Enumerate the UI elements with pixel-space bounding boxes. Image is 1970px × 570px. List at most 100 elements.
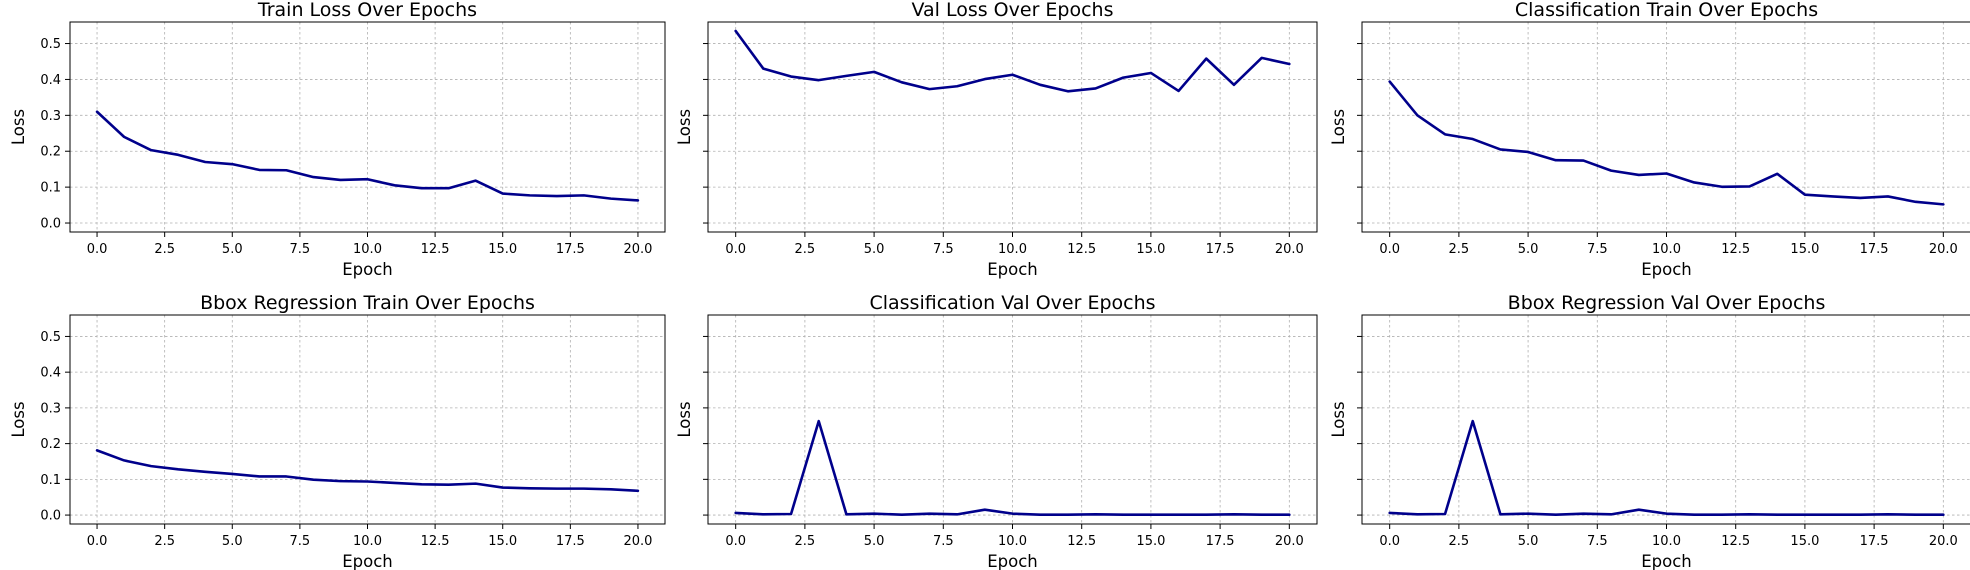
x-tick-label: 5.0 — [864, 242, 885, 257]
chart-title: Bbox Regression Train Over Epochs — [200, 292, 535, 314]
x-tick-label: 15.0 — [1136, 534, 1165, 549]
x-tick-label: 0.0 — [87, 534, 108, 549]
x-tick-label: 20.0 — [623, 242, 652, 257]
y-tick-label: 0.4 — [40, 73, 61, 88]
y-tick-label: 0.2 — [40, 145, 61, 160]
chart-panel-5: 0.0 2.5 5.0 7.5 10.0 12.5 15.0 17.5 20.0 Classifi… — [675, 292, 1318, 570]
x-tick-label: 7.5 — [290, 242, 311, 257]
x-tick-label: 20.0 — [1275, 534, 1304, 549]
x-tick-label: 7.5 — [1587, 242, 1608, 257]
x-tick-label: 12.5 — [421, 242, 450, 257]
chart-panel-3: 0.0 2.5 5.0 7.5 10.0 12.5 15.0 17.5 20.0 Classifi… — [1329, 0, 1970, 279]
x-axis-label: Epoch — [342, 260, 393, 279]
plot-area-frame — [707, 21, 1318, 233]
y-axis-label: Loss — [1329, 109, 1348, 145]
y-tick-label: 0.5 — [40, 37, 61, 52]
x-axis-label: Epoch — [1641, 552, 1692, 570]
plot-area-frame — [1361, 21, 1970, 233]
x-axis-label: Epoch — [987, 552, 1038, 570]
loss-series-line — [1388, 419, 1945, 517]
loss-series-line — [95, 110, 640, 202]
x-tick-label: 2.5 — [154, 242, 175, 257]
chart-title: Bbox Regression Val Over Epochs — [1508, 292, 1826, 314]
x-tick-label: 17.5 — [1860, 242, 1889, 257]
loss-series-line — [1388, 80, 1945, 206]
y-tick-label: 0.1 — [40, 181, 61, 196]
x-tick-label: 5.0 — [864, 534, 885, 549]
x-tick-label: 20.0 — [623, 534, 652, 549]
x-tick-label: 15.0 — [1136, 242, 1165, 257]
x-tick-label: 20.0 — [1275, 242, 1304, 257]
x-tick-label: 0.0 — [1379, 534, 1400, 549]
y-axis-label: Loss — [9, 401, 28, 437]
x-tick-label: 5.0 — [1518, 242, 1539, 257]
chart-panel-4: 0.0 2.5 5.0 7.5 10.0 12.5 15.0 17.5 20.0 0.0 0.1 0.… — [9, 292, 666, 570]
y-axis-label: Loss — [1329, 401, 1348, 437]
loss-series-line — [734, 419, 1291, 517]
y-tick-label: 0.2 — [40, 437, 61, 452]
x-tick-label: 5.0 — [222, 242, 243, 257]
chart-title: Classification Val Over Epochs — [869, 292, 1155, 314]
x-axis-label: Epoch — [342, 552, 393, 570]
y-axis-label: Loss — [675, 401, 694, 437]
x-tick-label: 17.5 — [1206, 242, 1235, 257]
y-tick-label: 0.1 — [40, 473, 61, 488]
plot-area-frame — [69, 21, 666, 233]
x-tick-label: 10.0 — [998, 534, 1027, 549]
x-tick-label: 20.0 — [1929, 534, 1958, 549]
chart-title: Train Loss Over Epochs — [257, 0, 477, 21]
x-tick-label: 2.5 — [1449, 242, 1470, 257]
x-tick-label: 15.0 — [488, 534, 517, 549]
loss-series-line — [95, 449, 640, 493]
x-tick-label: 17.5 — [556, 534, 585, 549]
x-tick-label: 15.0 — [1790, 534, 1819, 549]
x-tick-label: 17.5 — [1206, 534, 1235, 549]
y-tick-label: 0.3 — [40, 401, 61, 416]
x-tick-label: 10.0 — [998, 242, 1027, 257]
x-axis-label: Epoch — [1641, 260, 1692, 279]
chart-panel-1: 0.0 2.5 5.0 7.5 10.0 12.5 15.0 17.5 20.0 0.0 0.1 0.… — [9, 0, 666, 279]
x-tick-label: 7.5 — [933, 534, 954, 549]
plot-area-frame — [1361, 314, 1970, 525]
y-tick-label: 0.0 — [40, 509, 61, 524]
plot-area-frame — [69, 314, 666, 525]
x-tick-label: 2.5 — [154, 534, 175, 549]
plot-area-frame — [707, 314, 1318, 525]
chart-title: Val Loss Over Epochs — [911, 0, 1113, 21]
x-tick-label: 5.0 — [222, 534, 243, 549]
loss-series-line — [734, 29, 1291, 93]
x-tick-label: 17.5 — [1860, 534, 1889, 549]
x-tick-label: 12.5 — [1067, 534, 1096, 549]
y-axis-label: Loss — [675, 109, 694, 145]
x-tick-label: 20.0 — [1929, 242, 1958, 257]
x-tick-label: 15.0 — [488, 242, 517, 257]
chart-title: Classification Train Over Epochs — [1515, 0, 1818, 21]
y-tick-label: 0.3 — [40, 109, 61, 124]
x-tick-label: 2.5 — [1449, 534, 1470, 549]
x-tick-label: 17.5 — [556, 242, 585, 257]
y-tick-label: 0.4 — [40, 366, 61, 381]
x-tick-label: 5.0 — [1518, 534, 1539, 549]
x-tick-label: 10.0 — [353, 534, 382, 549]
chart-panel-2: 0.0 2.5 5.0 7.5 10.0 12.5 15.0 17.5 20.0 Val Loss… — [675, 0, 1318, 279]
chart-panel-6: 0.0 2.5 5.0 7.5 10.0 12.5 15.0 17.5 20.0 Bbox Reg… — [1329, 292, 1970, 570]
x-tick-label: 12.5 — [1721, 242, 1750, 257]
x-tick-label: 7.5 — [1587, 534, 1608, 549]
x-tick-label: 10.0 — [353, 242, 382, 257]
x-tick-label: 12.5 — [1721, 534, 1750, 549]
y-axis-label: Loss — [9, 109, 28, 145]
x-tick-label: 0.0 — [1379, 242, 1400, 257]
x-tick-label: 0.0 — [725, 242, 746, 257]
x-tick-label: 12.5 — [421, 534, 450, 549]
x-tick-label: 10.0 — [1652, 534, 1681, 549]
x-tick-label: 7.5 — [290, 534, 311, 549]
x-tick-label: 2.5 — [795, 534, 816, 549]
y-tick-label: 0.5 — [40, 330, 61, 345]
x-tick-label: 0.0 — [87, 242, 108, 257]
x-axis-label: Epoch — [987, 260, 1038, 279]
x-tick-label: 0.0 — [725, 534, 746, 549]
x-tick-label: 7.5 — [933, 242, 954, 257]
x-tick-label: 10.0 — [1652, 242, 1681, 257]
x-tick-label: 2.5 — [795, 242, 816, 257]
